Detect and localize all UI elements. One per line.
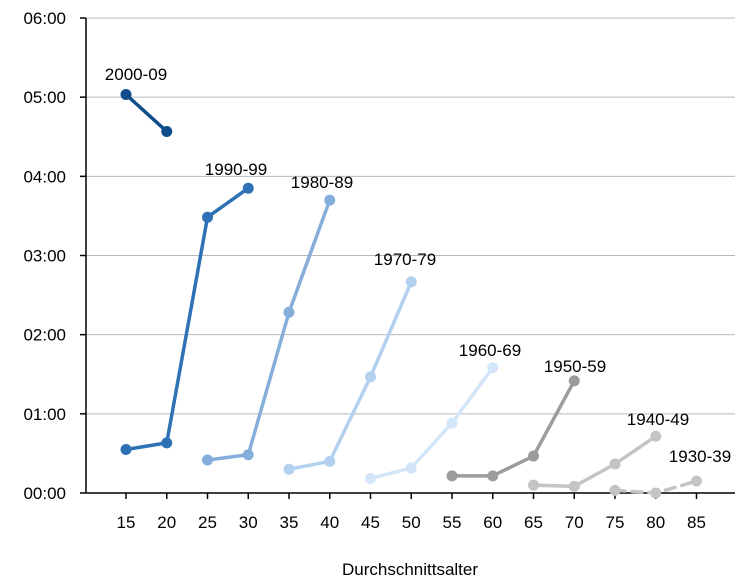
series-line-1980-89 [205,198,332,462]
series-line-2000-09 [124,92,169,134]
series-label-1930-39: 1930-39 [669,447,731,466]
grid-lines [86,17,735,415]
series-line-1970-79 [287,280,413,471]
series-labels: 2000-09 1990-99 1980-89 1970-79 1960-69 1950-… [105,65,731,466]
series-line-1990-99 [124,186,250,452]
y-tick-label: 00:00 [23,484,66,503]
series-point-1950-59 [528,450,539,462]
series-label-1960-69: 1960-69 [459,341,521,360]
series-point-1940-49 [568,480,580,492]
x-tick-labels: 15 20 25 30 35 40 45 50 55 60 65 70 75 80 85 [117,513,706,532]
series-point-1930-39 [650,487,662,499]
x-tick-label: 30 [239,513,258,532]
series-point-1960-69 [365,472,376,484]
y-tick-label: 02:00 [23,326,66,345]
series-point-1940-49 [650,430,662,442]
series-point-2000-09 [161,125,173,137]
series-label-1970-79: 1970-79 [374,250,436,269]
series-point-1950-59 [487,470,499,482]
series-point-1980-89 [242,449,254,461]
x-tick-label: 45 [361,513,380,532]
series-label-1990-99: 1990-99 [205,160,267,179]
x-tick-label: 20 [157,513,176,532]
x-tick-label: 55 [443,513,462,532]
x-tick-label: 85 [687,513,706,532]
series-point-1970-79 [405,276,417,288]
series-point-1960-69 [487,362,499,374]
x-tick-label: 70 [565,513,584,532]
series-label-1950-59: 1950-59 [544,357,606,376]
y-tick-label: 04:00 [23,167,66,186]
y-tick-label: 01:00 [23,405,66,424]
x-tick-label: 75 [606,513,625,532]
y-tick-label: 03:00 [23,247,66,266]
series-point-2000-09 [120,89,132,101]
x-tick-label: 40 [320,513,339,532]
series-point-1960-69 [405,462,417,474]
series-group [120,89,702,499]
series-point-1950-59 [446,470,458,482]
x-tick-label: 65 [524,513,543,532]
series-point-1990-99 [242,182,254,194]
y-tick-labels: 00:00 01:00 02:00 03:00 04:00 05:00 06:00 [23,9,66,503]
series-point-1980-89 [283,306,295,318]
series-point-1980-89 [202,454,213,466]
series-point-1970-79 [283,463,295,475]
series-point-1950-59 [568,375,580,387]
x-tick-label: 25 [198,513,217,532]
y-tick-label: 06:00 [23,9,66,28]
series-line-1950-59 [450,379,576,478]
series-point-1940-49 [528,479,539,491]
series-point-1960-69 [446,417,458,429]
x-tick-label: 35 [280,513,299,532]
series-point-1990-99 [161,437,173,449]
series-point-1990-99 [202,211,213,223]
axes [80,17,735,499]
series-point-1990-99 [120,443,132,455]
series-label-1980-89: 1980-89 [291,173,353,192]
series-point-1940-49 [609,458,621,470]
series-line-1940-49 [531,434,658,489]
series-point-1980-89 [324,194,336,206]
y-tick-label: 05:00 [23,88,66,107]
x-axis-title: Durchschnittsalter [342,560,478,579]
series-point-1930-39 [609,484,621,496]
series-point-1930-39 [691,475,702,487]
series-point-1970-79 [324,455,336,467]
x-tick-label: 60 [483,513,502,532]
x-tick-label: 80 [646,513,665,532]
x-tick-label: 50 [402,513,421,532]
series-point-1970-79 [365,371,376,383]
series-label-1940-49: 1940-49 [627,410,689,429]
series-label-2000-09: 2000-09 [105,65,167,84]
series-line-1960-69 [368,365,495,481]
x-tick-label: 15 [117,513,136,532]
